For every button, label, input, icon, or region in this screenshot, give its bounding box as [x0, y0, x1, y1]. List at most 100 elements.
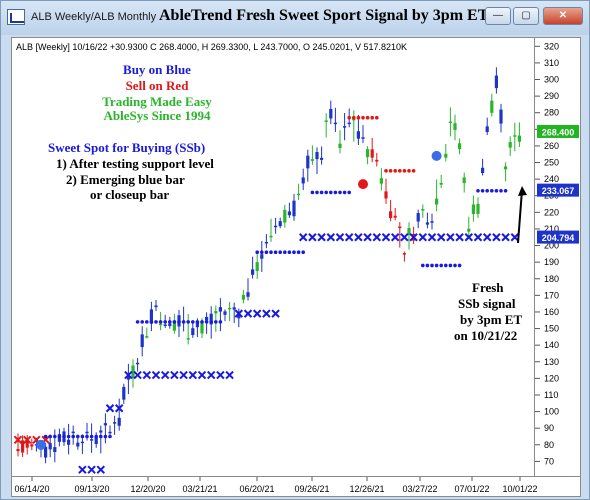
stop-x-marker: [409, 233, 418, 242]
y-tick-label: 240: [544, 174, 559, 184]
price-bar-body: [375, 159, 379, 162]
trend-dot-marker: [149, 320, 154, 324]
trend-dot-marker: [347, 115, 352, 120]
x-tick-label: 12/20/20: [130, 484, 165, 494]
price-bar-body: [67, 439, 71, 445]
price-bar-body: [71, 431, 75, 434]
trend-dot-marker: [384, 169, 388, 173]
stop-x-marker: [418, 233, 428, 242]
close-button[interactable]: ✕: [543, 7, 583, 25]
price-bar-body: [471, 204, 475, 215]
fresh-note-line-2: SSb signal: [458, 296, 516, 311]
price-bar-body: [453, 123, 457, 131]
price-bar-body: [163, 324, 167, 326]
stop-x-marker: [197, 370, 207, 380]
price-bar-body: [444, 153, 448, 158]
stop-x-marker: [78, 465, 87, 474]
stop-x-marker: [114, 404, 124, 413]
stop-x-marker: [96, 465, 106, 474]
stop-x-marker: [317, 233, 326, 242]
price-bar-body: [329, 108, 333, 119]
price-bar-body: [425, 222, 429, 225]
stop-x-marker: [262, 309, 271, 318]
price-bar-body: [485, 126, 489, 133]
price-bar-body: [140, 334, 144, 348]
price-bar-body: [136, 362, 140, 365]
title-bar[interactable]: ALB Weekly/ALB Monthly AbleTrend Fresh S…: [1, 1, 589, 35]
minimize-button[interactable]: —: [485, 7, 511, 25]
price-bar-body: [94, 437, 98, 445]
price-bar-body: [85, 431, 89, 434]
legend-easy-text: Trading Made Easy: [102, 94, 212, 109]
stop-x-marker: [354, 233, 363, 242]
stop-x-marker: [363, 233, 372, 242]
price-bar-body: [504, 166, 508, 170]
price-bar-body: [379, 178, 383, 184]
stop-x-marker: [455, 233, 464, 242]
stop-x-marker: [308, 233, 317, 242]
price-bar-body: [30, 444, 34, 447]
trend-dot-marker: [53, 434, 57, 439]
price-bar-body: [402, 253, 406, 255]
price-bar-body: [439, 182, 443, 185]
price-bar-body: [361, 137, 365, 139]
restore-button[interactable]: ▢: [513, 7, 539, 25]
legend-buy-text: Buy on Blue: [123, 62, 191, 77]
trend-dot-marker: [94, 434, 98, 439]
price-bar-body: [301, 177, 305, 184]
trend-dot-marker: [499, 188, 503, 193]
price-bar-body: [430, 221, 434, 223]
price-bar-body: [315, 152, 319, 160]
price-chart-area[interactable]: ALB [Weekly] 10/16/22 +30.9300 C 268.400…: [11, 37, 535, 477]
trend-dot-marker: [398, 169, 402, 173]
x-tick-label: 10/01/22: [502, 484, 537, 494]
x-tick-label: 09/13/20: [74, 484, 109, 494]
price-bar-body: [149, 309, 153, 324]
price-bar-body: [490, 100, 494, 113]
sweet-spot-line-2: 2) Emerging blue bar: [66, 172, 185, 187]
y-tick-label: 170: [544, 290, 559, 300]
stop-x-marker: [446, 233, 455, 242]
price-bar-body: [297, 193, 301, 196]
price-bar-body: [435, 198, 439, 205]
price-label-text: 204.794: [542, 233, 575, 243]
trend-dot-marker: [448, 263, 453, 268]
price-bar-body: [508, 142, 512, 148]
price-label-text: 268.400: [542, 127, 575, 137]
price-bar-body: [228, 307, 232, 310]
trend-dot-marker: [324, 190, 329, 195]
price-bar-body: [168, 323, 172, 327]
price-bar-body: [260, 254, 264, 259]
trend-dot-marker: [388, 169, 393, 173]
y-tick-label: 150: [544, 324, 559, 334]
stop-x-marker: [252, 309, 262, 318]
trend-dot-marker: [191, 320, 195, 324]
trend-dot-marker: [278, 250, 283, 254]
chart-app-icon: [7, 9, 25, 25]
price-bar-body: [278, 221, 282, 227]
price-bar-body: [103, 423, 107, 426]
y-tick-label: 250: [544, 158, 559, 168]
trend-dot-marker: [315, 190, 319, 195]
price-axis: 70 80 90 100 110 120 130 140 150 160 170 180 190 200 2…: [535, 37, 581, 477]
price-bar-body: [384, 191, 388, 199]
x-tick-label: 03/21/21: [182, 484, 217, 494]
trend-dot-marker: [365, 115, 370, 120]
y-tick-label: 100: [544, 407, 559, 417]
trend-dot-marker: [301, 250, 306, 254]
price-bar-body: [117, 417, 121, 426]
trend-dot-marker: [439, 263, 444, 268]
y-tick-label: 290: [544, 91, 559, 101]
y-tick-label: 160: [544, 307, 559, 317]
price-bar-body: [370, 149, 374, 158]
price-bar-body: [421, 209, 425, 211]
fresh-note-line-1: Fresh: [472, 280, 504, 295]
sweet-spot-line-3: or closeup bar: [90, 187, 170, 202]
y-tick-label: 90: [544, 423, 554, 433]
trend-dot-marker: [338, 190, 342, 195]
trend-dot-marker: [255, 250, 259, 254]
trend-dot-marker: [76, 434, 80, 439]
trend-dot-marker: [503, 188, 508, 193]
price-bar-body: [90, 439, 94, 441]
y-tick-label: 320: [544, 41, 559, 51]
